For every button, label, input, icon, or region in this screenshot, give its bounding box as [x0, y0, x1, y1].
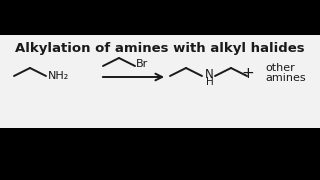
Bar [0, 35, 320, 128]
Text: amines: amines [265, 73, 306, 83]
Text: NH₂: NH₂ [48, 71, 69, 81]
Text: Alkylation of amines with alkyl halides: Alkylation of amines with alkyl halides [15, 42, 305, 55]
Text: H: H [206, 77, 214, 87]
Text: N: N [205, 68, 214, 80]
Text: +: + [242, 66, 254, 82]
Text: Br: Br [136, 59, 148, 69]
Text: other: other [265, 63, 295, 73]
